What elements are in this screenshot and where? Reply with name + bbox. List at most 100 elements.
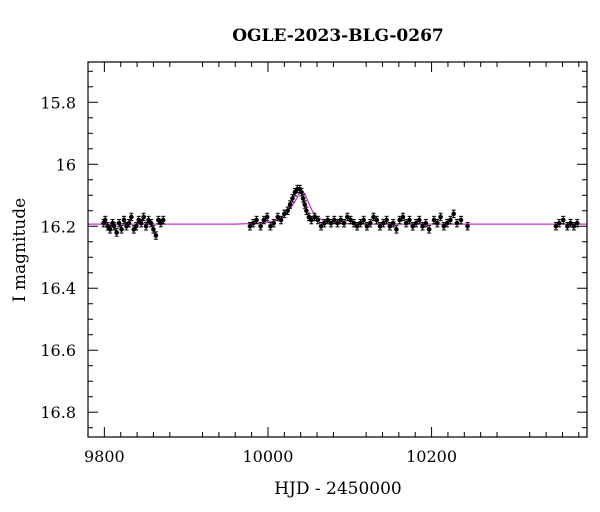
data-point	[268, 223, 273, 229]
x-tick-label: 10000	[243, 447, 294, 466]
data-point	[143, 223, 149, 229]
data-point	[345, 214, 350, 220]
data-point	[160, 217, 166, 223]
data-point	[417, 217, 422, 223]
data-point	[556, 220, 562, 226]
data-point	[300, 196, 306, 201]
y-tick-label: 16.6	[40, 341, 76, 360]
data-point	[553, 223, 559, 229]
data-point	[568, 220, 573, 226]
data-point	[367, 220, 373, 226]
data-point	[397, 217, 402, 223]
data-point	[290, 196, 295, 201]
data-point	[126, 220, 132, 226]
data-point	[121, 217, 127, 223]
x-axis-label: HJD - 2450000	[274, 479, 402, 499]
data-point	[390, 220, 396, 226]
data-point	[111, 223, 117, 229]
data-point	[258, 223, 263, 229]
data-point	[331, 217, 337, 223]
y-tick-label: 16.2	[40, 217, 76, 236]
data-point	[302, 202, 308, 207]
data-point	[309, 217, 314, 223]
data-point	[351, 220, 357, 226]
data-point	[407, 217, 412, 223]
data-point	[444, 220, 450, 226]
data-point	[571, 223, 577, 229]
y-axis-label: I magnitude	[10, 198, 30, 302]
data-point	[348, 217, 353, 223]
data-point	[394, 227, 399, 232]
data-point	[371, 214, 376, 220]
data-point	[133, 223, 139, 229]
data-point	[278, 217, 284, 223]
data-point	[292, 189, 298, 195]
data-point	[102, 217, 108, 223]
data-point	[275, 214, 281, 220]
data-point	[560, 217, 566, 223]
y-tick-label: 15.8	[40, 93, 76, 112]
data-point	[438, 214, 443, 220]
data-point	[153, 233, 159, 238]
data-point	[565, 223, 570, 229]
data-point	[299, 189, 304, 195]
data-point	[250, 220, 256, 226]
data-point	[322, 220, 327, 226]
data-point	[435, 220, 440, 226]
data-point	[107, 227, 113, 232]
data-point	[431, 217, 437, 223]
data-point	[148, 220, 154, 226]
data-point	[354, 223, 360, 229]
data-point	[454, 220, 460, 226]
data-point	[138, 220, 144, 226]
data-point	[158, 220, 164, 226]
axis-ticks	[87, 62, 587, 437]
data-point	[423, 220, 429, 226]
data-point	[129, 214, 134, 220]
data-point	[312, 214, 317, 220]
data-point	[426, 227, 432, 232]
data-point	[131, 227, 137, 232]
data-points-layer	[101, 184, 580, 240]
data-point	[315, 217, 321, 223]
data-point	[377, 223, 383, 229]
axis-tick-labels: 9800 10000 10200 15.8 16 16.2 16.4 16.6 16.8	[40, 93, 457, 466]
x-tick-label: 10200	[406, 447, 457, 466]
data-point	[282, 211, 287, 217]
data-point	[403, 220, 409, 226]
data-point	[341, 220, 347, 226]
y-tick-label: 16	[56, 155, 76, 174]
data-point	[271, 220, 276, 226]
data-point	[285, 208, 290, 214]
data-point	[304, 208, 309, 214]
data-point	[254, 217, 259, 223]
y-tick-label: 16.8	[40, 403, 76, 422]
data-point	[136, 217, 142, 223]
data-point	[374, 217, 380, 223]
data-point	[325, 217, 330, 223]
y-tick-label: 16.4	[40, 279, 76, 298]
data-point	[465, 223, 470, 229]
data-point	[105, 223, 110, 229]
data-point	[400, 214, 406, 220]
data-point	[358, 220, 363, 226]
chart-title: OGLE-2023-BLG-0267	[232, 26, 444, 46]
data-point	[114, 230, 119, 235]
data-point	[318, 223, 324, 229]
data-point	[387, 223, 393, 229]
data-point	[264, 214, 270, 220]
data-point	[116, 220, 122, 226]
data-point	[448, 217, 453, 223]
data-point	[287, 202, 293, 207]
plot-frame	[87, 61, 588, 438]
x-tick-label: 9800	[84, 447, 125, 466]
data-point	[261, 217, 267, 223]
data-point	[141, 214, 146, 220]
data-point	[420, 223, 425, 229]
data-point	[441, 223, 447, 229]
data-point	[364, 223, 370, 229]
data-point	[328, 220, 334, 226]
data-point	[156, 217, 161, 223]
data-point	[306, 214, 312, 220]
